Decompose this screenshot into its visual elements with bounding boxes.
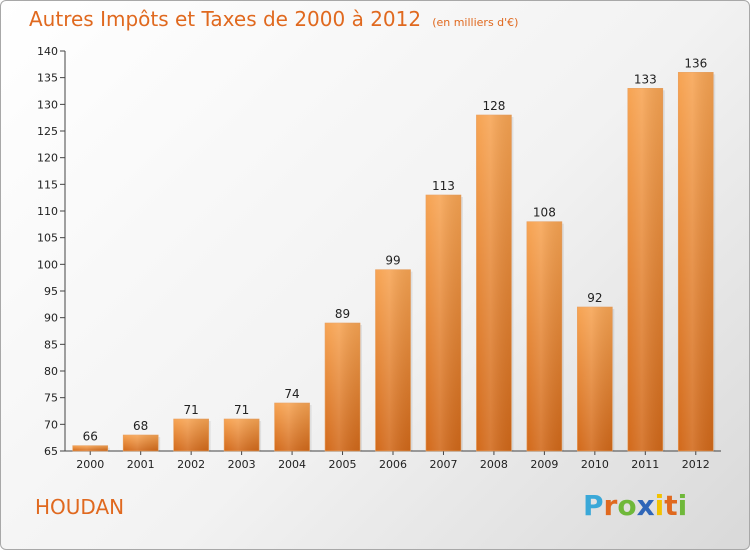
bar-shine — [123, 435, 159, 451]
x-tick-label: 2002 — [177, 458, 205, 471]
data-label: 71 — [234, 403, 249, 417]
x-tick-label: 2004 — [278, 458, 306, 471]
bar-shine — [72, 445, 108, 451]
data-label: 99 — [385, 254, 400, 268]
x-tick-label: 2009 — [530, 458, 558, 471]
bar-shine — [577, 307, 613, 451]
bar-shine — [526, 221, 562, 451]
bar-shine — [375, 269, 411, 451]
data-label: 66 — [83, 430, 98, 444]
data-label: 71 — [184, 403, 199, 417]
proxiti-logo: Proxiti — [583, 489, 687, 522]
y-tick-label: 85 — [44, 338, 58, 351]
logo-letter: x — [636, 489, 655, 522]
y-tick-label: 75 — [44, 392, 58, 405]
bar-shine — [274, 403, 310, 451]
data-label: 92 — [587, 291, 602, 305]
y-tick-label: 90 — [44, 312, 58, 325]
x-tick-label: 2008 — [480, 458, 508, 471]
chart-subtitle: (en milliers d'€) — [432, 16, 519, 29]
logo-letter: i — [654, 489, 665, 522]
x-tick-label: 2011 — [631, 458, 659, 471]
y-tick-label: 130 — [37, 98, 58, 111]
y-tick-label: 115 — [37, 178, 58, 191]
logo-letter: o — [617, 489, 637, 522]
bar-shine — [425, 195, 461, 451]
data-label: 89 — [335, 307, 350, 321]
y-tick-label: 125 — [37, 125, 58, 138]
logo-letter: t — [664, 489, 678, 522]
y-tick-label: 70 — [44, 418, 58, 431]
y-tick-label: 65 — [44, 445, 58, 458]
bar-shine — [627, 88, 663, 451]
y-tick-label: 135 — [37, 72, 58, 85]
data-label: 108 — [533, 206, 556, 220]
y-tick-label: 80 — [44, 365, 58, 378]
bar-shine — [476, 115, 512, 451]
y-tick-label: 100 — [37, 258, 58, 271]
x-tick-label: 2005 — [329, 458, 357, 471]
x-tick-label: 2012 — [682, 458, 710, 471]
y-tick-label: 95 — [44, 285, 58, 298]
data-label: 74 — [284, 387, 299, 401]
x-tick-label: 2007 — [429, 458, 457, 471]
logo-letter: r — [603, 489, 618, 522]
bar-shine — [325, 323, 361, 451]
data-labels: 66 68 71 71 74 89 99 113 128 108 92 133 136 — [83, 56, 708, 443]
x-tick-label: 2000 — [76, 458, 104, 471]
chart-title-main: Autres Impôts et Taxes de 2000 à 2012 — [29, 7, 422, 31]
x-tick-label: 2003 — [228, 458, 256, 471]
logo-letter: P — [583, 489, 604, 522]
y-tick-label: 140 — [37, 45, 58, 58]
y-tick-label: 120 — [37, 152, 58, 165]
y-tick-label: 105 — [37, 232, 58, 245]
axes: 65 70 75 80 85 90 95 100 105 110 115 120 125 130 135 14… — [37, 45, 721, 471]
city-name: HOUDAN — [35, 495, 125, 519]
data-label: 136 — [684, 56, 707, 70]
y-tick-label: 110 — [37, 205, 58, 218]
data-label: 128 — [482, 99, 505, 113]
bar-shine — [173, 419, 209, 451]
x-tick-label: 2010 — [581, 458, 609, 471]
x-tick-label: 2001 — [127, 458, 155, 471]
x-tick-label: 2006 — [379, 458, 407, 471]
logo-letter: i — [677, 489, 688, 522]
data-label: 113 — [432, 179, 455, 193]
data-label: 133 — [634, 72, 657, 86]
chart-title: Autres Impôts et Taxes de 2000 à 2012 (e… — [29, 7, 518, 31]
bar-shine — [678, 72, 714, 451]
data-label: 68 — [133, 419, 148, 433]
bar-shine — [224, 419, 260, 451]
bars — [72, 72, 716, 452]
